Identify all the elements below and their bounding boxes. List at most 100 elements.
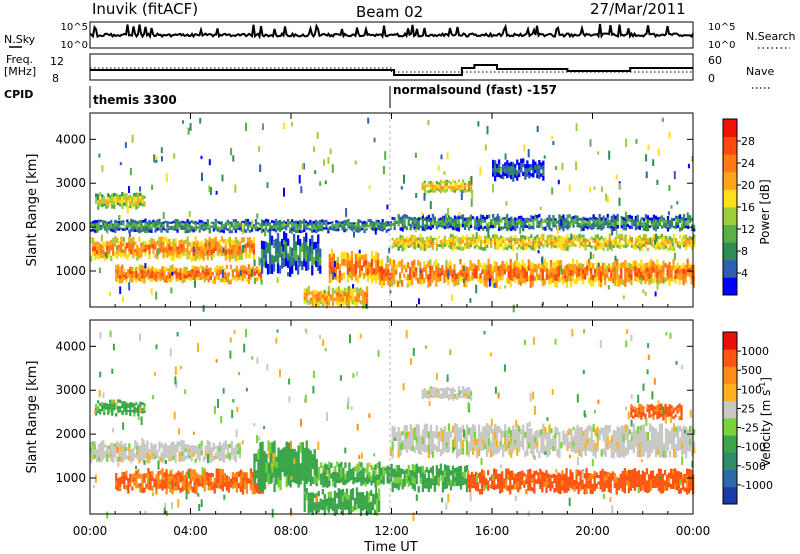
heatmap-cell (242, 229, 246, 233)
scatter-echo (462, 265, 465, 271)
heatmap-cell (504, 169, 507, 173)
heatmap-cell (443, 483, 447, 490)
heatmap-cell (126, 224, 129, 228)
heatmap-cell (289, 230, 292, 233)
heatmap-cell (325, 219, 328, 223)
heatmap-cell (618, 280, 621, 287)
heatmap-cell (644, 244, 648, 249)
heatmap-cell (179, 272, 182, 277)
heatmap-cell (209, 486, 212, 491)
heatmap-cell (172, 446, 175, 451)
heatmap-cell (586, 221, 589, 224)
heatmap-cell (317, 226, 320, 229)
heatmap-cell (565, 486, 568, 493)
heatmap-cell (251, 477, 255, 484)
heatmap-cell (587, 480, 590, 485)
heatmap-cell (118, 241, 121, 245)
heatmap-cell (628, 267, 631, 273)
heatmap-cell (527, 259, 530, 266)
heatmap-cell (238, 225, 241, 228)
heatmap-cell (161, 485, 164, 491)
heatmap-cell (185, 482, 188, 488)
heatmap-cell (143, 279, 146, 284)
heatmap-cell (263, 470, 266, 481)
heatmap-cell (433, 481, 436, 487)
heatmap-cell (311, 303, 314, 308)
heatmap-cell (315, 241, 318, 249)
heatmap-cell (186, 236, 189, 243)
heatmap-cell (311, 476, 314, 484)
heatmap-cell (325, 227, 328, 230)
heatmap-cell (397, 483, 400, 491)
scatter-echo (171, 272, 174, 276)
heatmap-cell (659, 475, 663, 482)
heatmap-cell (164, 236, 167, 242)
heatmap-cell (157, 471, 160, 476)
heatmap-cell (604, 244, 607, 248)
heatmap-cell (112, 226, 115, 230)
heatmap-cell (104, 256, 107, 262)
heatmap-cell (558, 222, 561, 227)
heatmap-cell (449, 189, 453, 192)
heatmap-cell (187, 274, 190, 278)
heatmap-cell (104, 225, 107, 229)
heatmap-cell (355, 222, 358, 226)
heatmap-cell (553, 478, 556, 484)
heatmap-cell (453, 235, 457, 240)
heatmap-cell (188, 455, 191, 459)
heatmap-cell (330, 473, 333, 479)
heatmap-cell (206, 226, 209, 230)
scatter-echo (557, 179, 560, 185)
heatmap-cell (138, 223, 141, 227)
heatmap-cell (676, 268, 679, 274)
heatmap-cell (501, 266, 504, 271)
heatmap-cell (133, 277, 136, 281)
heatmap-cell (295, 260, 298, 271)
heatmap-cell (331, 296, 334, 302)
heatmap-cell (586, 260, 589, 266)
heatmap-cell (429, 223, 432, 227)
heatmap-cell (149, 275, 152, 279)
heatmap-cell (213, 477, 216, 483)
heatmap-cell (299, 442, 302, 453)
heatmap-cell (640, 225, 643, 228)
heatmap-cell (626, 267, 629, 273)
heatmap-cell (204, 452, 207, 456)
heatmap-cell (610, 269, 613, 274)
heatmap-cell (662, 272, 665, 278)
heatmap-cell (377, 227, 380, 230)
heatmap-cell (155, 489, 158, 495)
heatmap-cell (676, 262, 679, 269)
heatmap-cell (636, 225, 639, 230)
heatmap-cell (542, 237, 545, 241)
heatmap-cell (536, 167, 539, 171)
heatmap-cell (421, 182, 424, 186)
heatmap-cell (337, 501, 340, 509)
heatmap-cell (365, 286, 369, 293)
heatmap-cell (133, 271, 136, 275)
heatmap-cell (363, 504, 367, 510)
freq-series-line (90, 67, 693, 73)
heatmap-cell (473, 239, 477, 243)
heatmap-cell (652, 237, 656, 242)
heatmap-cell (274, 254, 278, 262)
heatmap-cell (419, 225, 422, 228)
heatmap-cell (193, 475, 196, 482)
heatmap-cell (546, 241, 549, 245)
heatmap-cell (206, 255, 209, 261)
heatmap-cell (163, 270, 166, 275)
heatmap-cell (401, 247, 404, 252)
freq-label: Freq. (6, 53, 33, 66)
heatmap-cell (317, 252, 320, 262)
heatmap-cell (528, 174, 531, 179)
heatmap-cell (162, 227, 165, 230)
heatmap-cell (658, 219, 662, 223)
heatmap-cell (445, 223, 449, 226)
heatmap-cell (321, 298, 324, 303)
heatmap-cell (138, 226, 141, 231)
heatmap-cell (490, 221, 493, 225)
heatmap-cell (484, 243, 487, 247)
heatmap-cell (137, 196, 140, 201)
heatmap-cell (222, 230, 225, 234)
